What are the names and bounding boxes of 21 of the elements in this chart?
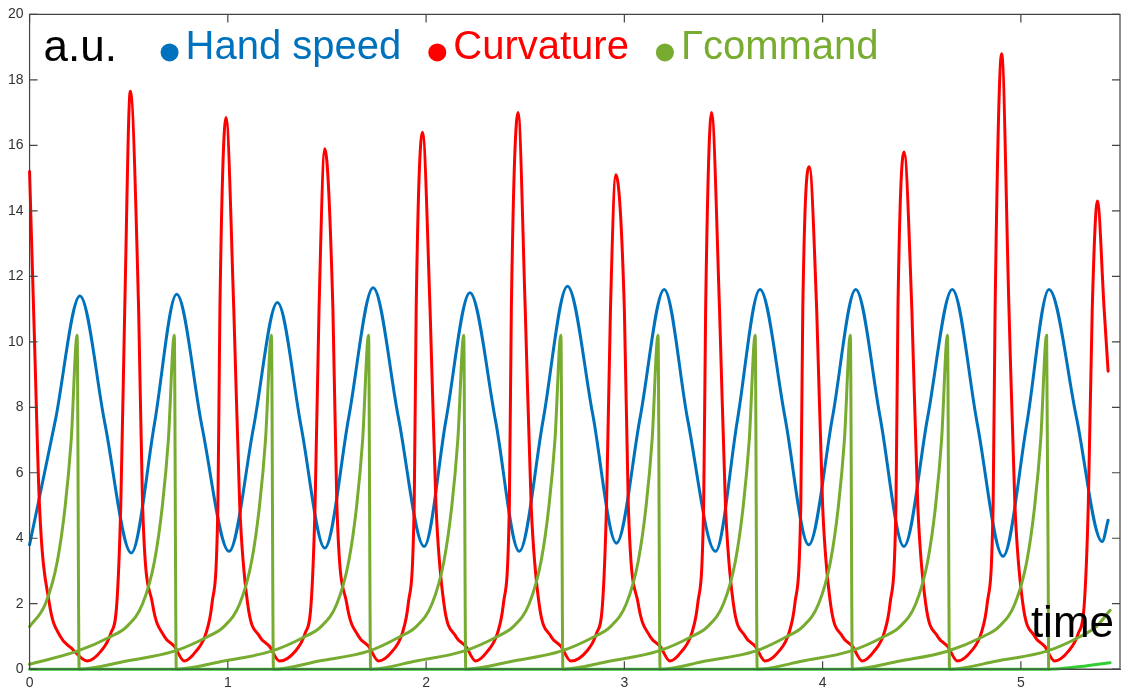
y-tick-label: 20 [7,5,24,22]
y-tick-label: 14 [7,201,24,218]
x-tick-label: 5 [1016,674,1025,691]
y-tick-label: 10 [7,332,24,349]
y-tick-label: 0 [15,660,24,677]
y-tick-label: 6 [15,463,24,480]
x-tick-label: 4 [818,674,827,691]
x-tick-label: 2 [422,674,431,691]
y-tick-label: 16 [7,136,24,153]
y-tick-label: 4 [15,529,24,546]
x-tick-label: 1 [223,674,232,691]
y-tick-label: 2 [15,594,24,611]
legend-label: Γcommand [680,23,879,68]
y-tick-label: 8 [15,398,24,415]
legend-label: Hand speed [185,23,402,68]
line-series [28,284,1110,558]
y-tick-label: 18 [7,70,24,87]
y-tick-label: 12 [7,267,24,284]
x-tick-label: 3 [620,674,629,691]
y-axis-title: a.u. [43,20,117,70]
legend-label: Curvature [453,23,629,68]
